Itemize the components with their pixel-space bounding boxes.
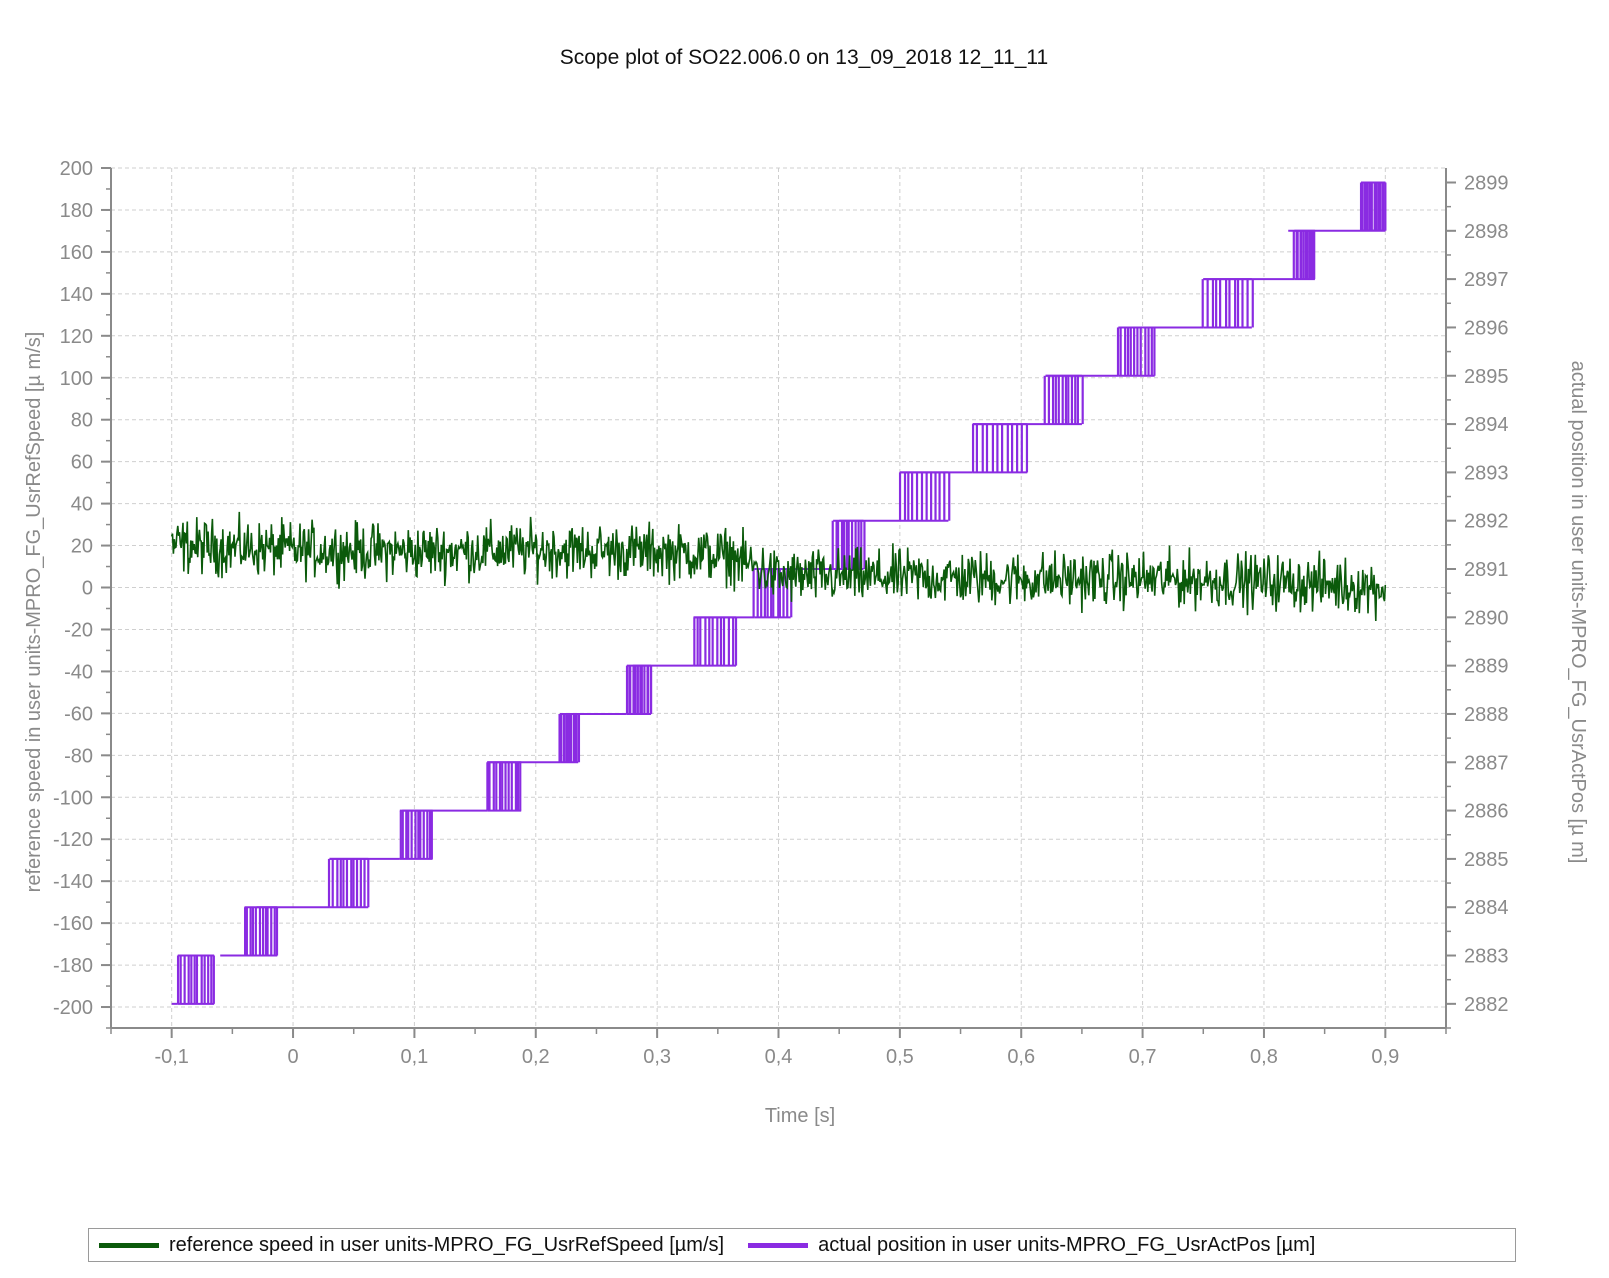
x-tick-label: 0,5: [886, 1046, 914, 1068]
y-right-tick-label: 2899: [1464, 172, 1509, 194]
y-right-tick-label: 2897: [1464, 269, 1509, 291]
grid: [111, 167, 1446, 1028]
x-tick-label: 0,4: [765, 1046, 793, 1068]
y-left-tick-label: 120: [60, 326, 93, 348]
y-left-tick-label: -60: [64, 703, 93, 725]
legend-swatch-actual-position: [748, 1242, 809, 1248]
x-tick-label: 0,8: [1250, 1046, 1278, 1068]
legend: reference speed in user units-MPRO_FG_Us…: [88, 1228, 1516, 1262]
legend-item-reference-speed[interactable]: reference speed in user units-MPRO_FG_Us…: [99, 1234, 724, 1257]
axes: -0,1 0 0,1 0,2 0,3 0,4 0,5 0,6 0,7 0,8 0,920018016…: [53, 158, 1509, 1068]
y-right-tick-label: 2890: [1464, 607, 1509, 629]
y-right-tick-label: 2889: [1464, 656, 1509, 678]
y-left-tick-label: 160: [60, 242, 93, 264]
x-tick-label: 0,6: [1007, 1046, 1035, 1068]
x-tick-label: -0,1: [154, 1046, 188, 1068]
y-left-tick-label: 60: [71, 452, 93, 474]
y-right-tick-label: 2892: [1464, 511, 1509, 533]
legend-label-actual-position: actual position in user units-MPRO_FG_Us…: [818, 1233, 1316, 1256]
reference-speed-line: [170, 511, 1387, 622]
series-actual-position: [171, 181, 1387, 1005]
y-right-tick-label: 2898: [1464, 221, 1509, 243]
y-right-tick-label: 2895: [1464, 366, 1509, 388]
y-left-tick-label: -180: [53, 955, 93, 977]
legend-item-actual-position[interactable]: actual position in user units-MPRO_FG_Us…: [748, 1234, 1315, 1257]
y-left-tick-label: -200: [53, 997, 93, 1019]
y-left-tick-label: 0: [82, 578, 93, 600]
y-left-tick-label: 40: [71, 494, 93, 516]
y-left-tick-label: 20: [71, 536, 93, 558]
y-left-tick-label: -20: [64, 619, 93, 641]
y-right-tick-label: 2893: [1464, 462, 1509, 484]
chart-title: Scope plot of SO22.006.0 on 13_09_2018 1…: [560, 46, 1048, 69]
y-left-tick-label: -100: [53, 787, 93, 809]
y-left-tick-label: 140: [60, 284, 93, 306]
y-right-tick-label: 2883: [1464, 946, 1509, 968]
y-left-tick-label: -40: [64, 661, 93, 683]
legend-label-reference-speed: reference speed in user units-MPRO_FG_Us…: [169, 1233, 725, 1256]
y-left-tick-label: 100: [60, 368, 93, 390]
x-tick-label: 0,7: [1129, 1046, 1157, 1068]
y-left-tick-label: -140: [53, 871, 93, 893]
x-tick-label: 0,3: [643, 1046, 671, 1068]
y-left-tick-label: -80: [64, 745, 93, 767]
x-axis-label: Time [s]: [765, 1105, 835, 1127]
y-right-tick-label: 2891: [1464, 559, 1509, 581]
y-right-tick-label: 2882: [1464, 994, 1509, 1016]
x-tick-label: 0,2: [522, 1046, 550, 1068]
series-reference-speed: [170, 511, 1387, 622]
y-left-tick-label: -120: [53, 829, 93, 851]
y-right-tick-label: 2886: [1464, 801, 1509, 823]
y-right-tick-label: 2888: [1464, 704, 1509, 726]
y-right-tick-label: 2896: [1464, 317, 1509, 339]
y-right-axis-label: actual position in user units-MPRO_FG_Us…: [1567, 361, 1589, 864]
y-right-tick-label: 2894: [1464, 414, 1509, 436]
y-left-tick-label: 200: [60, 158, 93, 180]
x-tick-label: 0,9: [1371, 1046, 1399, 1068]
y-left-axis-label: reference speed in user units-MPRO_FG_Us…: [23, 332, 45, 893]
y-left-tick-label: 80: [71, 410, 93, 432]
y-right-tick-label: 2885: [1464, 849, 1509, 871]
legend-swatch-reference-speed: [99, 1242, 159, 1248]
y-right-tick-label: 2884: [1464, 897, 1509, 919]
y-left-tick-label: -160: [53, 913, 93, 935]
y-left-tick-label: 180: [60, 200, 93, 222]
x-tick-label: 0: [287, 1046, 298, 1068]
x-tick-label: 0,1: [401, 1046, 429, 1068]
y-right-tick-label: 2887: [1464, 752, 1509, 774]
